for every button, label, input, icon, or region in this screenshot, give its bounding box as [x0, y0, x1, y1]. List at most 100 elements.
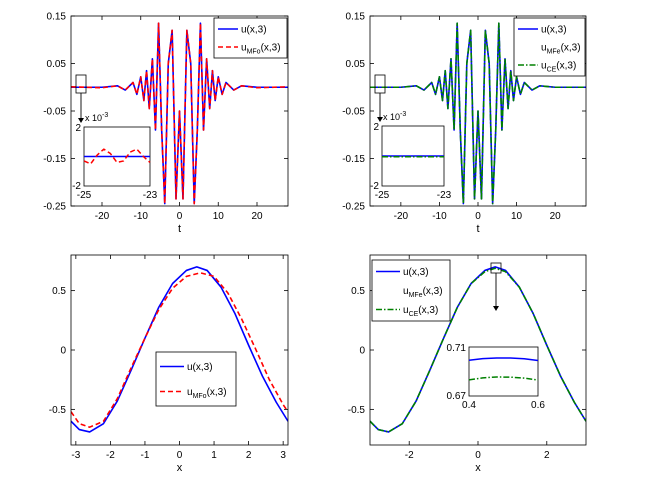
legend-label-mfe: uMFe(x,3) [403, 286, 443, 299]
legend-label-mfe: uMFe(x,3) [541, 43, 581, 56]
legend-label-exact: u(x,3) [403, 267, 429, 278]
legend-label-ce: uCE(x,3) [403, 305, 438, 318]
y-tick-label: -0.15 [43, 154, 66, 165]
inset-x-tick-label: 0.4 [462, 400, 476, 411]
panel-2-plot-area [370, 22, 586, 205]
inset-x-tick-label: -25 [375, 190, 390, 201]
y-tick-label: 0 [60, 346, 66, 357]
x-axis-label: x [475, 462, 481, 474]
legend-text: u(x,3) [241, 25, 267, 36]
zoom-arrow-head [377, 117, 383, 122]
legend-subscript: CE [409, 311, 419, 318]
panel-4: -2 0 2-0.500.5xu(x,3)uMFe(x,3)uCE(x,3)0.71… [348, 254, 587, 474]
x-tick-label: 2 [246, 450, 252, 461]
inset-x-tick-label: -23 [437, 190, 452, 201]
legend: u(x,3)uMFe(x,3)uCE(x,3) [371, 259, 451, 322]
legend-text: u [541, 43, 547, 54]
zoom-marker [75, 74, 87, 94]
x-axis-label: t [476, 223, 479, 235]
x-axis-label: t [178, 223, 181, 235]
legend-box [513, 17, 586, 77]
inset-series-exact [468, 357, 539, 362]
inset-y-tick-label: 0.67 [447, 391, 467, 402]
y-tick-label: 0.05 [346, 59, 366, 70]
x-tick-label: 3 [280, 450, 286, 461]
panel-1-series-mfo [71, 22, 288, 205]
legend-subscript: MFe [547, 49, 561, 56]
legend: u(x,3)uMFo(x,3) [213, 17, 288, 59]
inset: 2 -2-25 -23 x 10-3 [72, 74, 158, 201]
x-tick-label: 1 [211, 450, 217, 461]
legend-tail: (x,3) [423, 286, 443, 297]
legend-label-mfo: uMFo(x,3) [241, 43, 281, 56]
x-tick-label: -20 [394, 211, 409, 222]
panel-4-series-ce [370, 267, 586, 433]
y-tick-label: -0.25 [342, 202, 365, 213]
legend-text: u [241, 43, 247, 54]
legend: u(x,3)uMFe(x,3)uCE(x,3) [513, 17, 586, 77]
x-tick-label: 0 [177, 450, 183, 461]
legend: u(x,3) uMFo(x,3) [155, 351, 237, 407]
legend-label-mfo: uMFo(x,3) [187, 387, 227, 400]
x-tick-label: 20 [251, 211, 263, 222]
y-tick-label: -0.25 [43, 202, 66, 213]
panel-4-plot-area [370, 266, 586, 433]
legend-subscript: MFo [247, 49, 261, 56]
legend-text: u [187, 387, 193, 398]
inset-exponent: x 10-3 [85, 112, 108, 123]
x-tick-label: 10 [511, 211, 523, 222]
zoom-arrow-head [78, 118, 84, 123]
x-tick-label: 2 [544, 450, 550, 461]
y-tick-label: 0.15 [346, 12, 366, 23]
x-tick-label: -2 [106, 450, 115, 461]
y-tick-label: -0.15 [342, 154, 365, 165]
x-tick-label: 0 [475, 211, 481, 222]
x-tick-label: 20 [550, 211, 562, 222]
zoom-arrow-head [493, 306, 499, 311]
y-tick-label: 0.05 [47, 59, 67, 70]
legend-label-exact: u(x,3) [541, 25, 567, 36]
legend-tail: (x,3) [418, 305, 438, 316]
inset-y-tick-label: 2 [75, 123, 81, 134]
inset-y-tick-label: -2 [370, 181, 379, 192]
x-tick-label: 0 [177, 211, 183, 222]
x-tick-label: -10 [134, 211, 149, 222]
y-tick-label: -0.5 [49, 405, 67, 416]
inset-exponent-base: x 10 [383, 112, 400, 122]
x-tick-label: 10 [213, 211, 225, 222]
inset: 0.71 0.670.4 0.6 [447, 262, 545, 411]
legend-text: u(x,3) [187, 362, 213, 373]
legend-tail: (x,3) [261, 43, 281, 54]
inset-x-tick-label: 0.6 [531, 400, 545, 411]
panel-2: -20 -10 0 10 20-0.25-0.15-0.050.050.15tu(x,3… [342, 12, 587, 235]
panel-3-series-exact [71, 266, 288, 433]
panel-1-plot-area [71, 22, 288, 205]
legend-box [371, 259, 451, 322]
legend-subscript: MFe [409, 292, 423, 299]
inset-series-mfo [83, 148, 151, 165]
y-tick-label: 0.5 [52, 286, 66, 297]
legend-box [213, 17, 288, 59]
y-tick-label: -0.5 [348, 405, 366, 416]
legend-text: u(x,3) [541, 25, 567, 36]
y-tick-label: -0.05 [43, 107, 66, 118]
inset-x-tick-label: -23 [143, 190, 158, 201]
zoom-marker [374, 74, 386, 94]
legend-subscript: MFo [193, 393, 207, 400]
x-tick-label: 0 [475, 450, 481, 461]
x-axis-label: x [177, 462, 183, 474]
legend-label-exact: u(x,3) [187, 362, 213, 373]
legend-text: u(x,3) [403, 267, 429, 278]
legend-tail: (x,3) [556, 61, 576, 72]
legend-box [155, 351, 237, 407]
legend-tail: (x,3) [561, 43, 581, 54]
legend-text: u [403, 305, 409, 316]
legend-text: u [403, 286, 409, 297]
inset-y-tick-label: 2 [373, 122, 379, 133]
panel-1: -20 -10 0 10 20-0.25-0.15-0.050.050.15tu(x,3… [43, 12, 289, 235]
y-tick-label: 0.5 [351, 286, 365, 297]
inset-frame [468, 346, 539, 397]
y-tick-label: 0.15 [47, 12, 67, 23]
x-tick-label: -2 [405, 450, 414, 461]
